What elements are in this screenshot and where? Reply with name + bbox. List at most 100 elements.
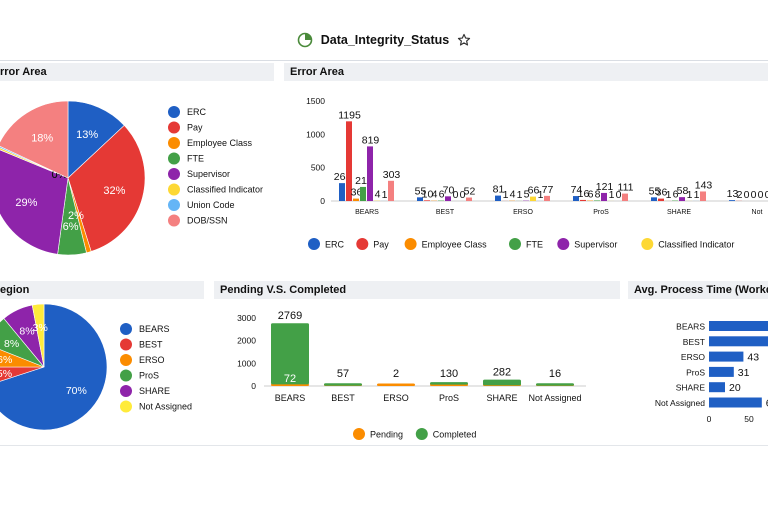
pie-label-not-assigned: 3% (33, 322, 48, 334)
pie-label-dob-ssn: 18% (31, 132, 53, 144)
bar-value-share-erc: 55 (649, 185, 661, 197)
legend-label-erso: ERSO (139, 355, 165, 365)
bar-erso-dob-ssn (544, 195, 550, 201)
bar-share-dob-ssn (700, 191, 706, 201)
bar-value-erso-classified-indicator: 66 (528, 185, 540, 197)
bar-share (709, 382, 725, 393)
legend-marker-pay (168, 121, 180, 134)
bar-share-pay (658, 198, 664, 201)
y-tick-1500: 1500 (306, 96, 325, 106)
pie-slice-pay (67, 125, 146, 252)
legend-marker-pros (120, 369, 132, 382)
bar-value-not-erc: 13 (727, 188, 739, 200)
x-tick-bears: BEARS (275, 393, 306, 403)
bar-value-not-pay: 2 (737, 189, 743, 201)
y-tick-pros: ProS (686, 367, 705, 377)
panel-title-avg-process: Avg. Process Time (Workd (628, 281, 768, 299)
legend-label-employee-class: Employee Class (187, 138, 253, 148)
dashboard-title: Data_Integrity_Status (320, 33, 450, 47)
panel-title-error-area-pie: rror Area (0, 63, 274, 81)
legend-marker-fte (168, 152, 180, 165)
bar-value-not-employee-class: 0 (744, 189, 750, 201)
pie-label-erso: 6% (0, 354, 12, 366)
bar-value-erso-pay: 1 (503, 189, 509, 201)
pie-slice-erc (67, 100, 125, 179)
bar-not-erc (729, 200, 735, 201)
x-tick-share: SHARE (486, 393, 517, 403)
bar-value-best-union-code: 0 (460, 189, 466, 201)
bar-bears-pay (346, 121, 352, 201)
bar-value-erso-employee-class: 4 (510, 189, 516, 201)
bar-value-bears-pay: 1195 (338, 109, 361, 121)
legend-marker-best (120, 338, 132, 351)
bar-value-pros-employee-class: 6 (588, 189, 594, 201)
pie-slice-bears (0, 303, 108, 431)
bar-value-erso-erc: 81 (493, 184, 505, 196)
bar-value-erso-fte: 1 (517, 189, 523, 201)
legend-label-not-assigned: Not Assigned (139, 402, 192, 412)
bar-value-best-erc: 55 (415, 185, 427, 197)
legend-label-classified-indicator: Classified Indicator (187, 185, 263, 195)
legend-marker-union-code (168, 199, 180, 211)
legend-marker-fte (509, 238, 521, 250)
legend-marker-erc (168, 106, 180, 118)
legend-marker-share (120, 385, 132, 397)
legend-marker-pending (353, 428, 365, 440)
pie-label-extra: 2% (68, 210, 84, 222)
bar-pros-supervisor (601, 192, 607, 201)
x-tick-not-assigned: Not Assigned (528, 393, 581, 403)
bar-total-not-assigned: 16 (549, 368, 561, 380)
bar-value-bears-employee-class: 36 (351, 187, 363, 199)
bar-value-erso-supervisor: 5 (524, 189, 530, 201)
bar-value-share-union-code: 1 (694, 189, 700, 201)
bar-pros-dob-ssn (622, 193, 628, 201)
legend-marker-pay (356, 238, 369, 250)
pie-slice-best (0, 366, 45, 382)
bar-value-share: 20 (729, 382, 741, 394)
bar-total-pros: 130 (440, 368, 458, 380)
legend-marker-supervisor (168, 168, 180, 180)
legend-label-share: SHARE (139, 386, 170, 396)
legend-label-erc: ERC (325, 240, 345, 250)
legend-marker-erc (308, 238, 320, 250)
bar-value-pros-fte: 8 (595, 188, 601, 200)
bar-best-pay (424, 200, 430, 201)
bar-best-dob-ssn (466, 197, 472, 201)
bar-bears-dob-ssn (388, 180, 394, 201)
bar-value-best-supervisor: 70 (443, 184, 455, 196)
bar-pros-erc (573, 196, 579, 201)
bar-value-pros-erc: 74 (571, 184, 583, 196)
dashboard-header: Data_Integrity_Status (0, 0, 768, 60)
x-tick-best: BEST (436, 209, 455, 216)
header-divider (0, 60, 768, 61)
pie-label-erc: 13% (76, 129, 98, 141)
bar-value-pros-classified-indicator: 1 (609, 189, 615, 201)
legend-label-fte: FTE (526, 240, 543, 250)
x-tick-0: 0 (707, 414, 712, 424)
bar-value-bears-supervisor: 819 (362, 134, 380, 146)
pie-slice-dob-ssn (0, 100, 69, 179)
legend-label-bears: BEARS (139, 324, 170, 334)
legend-label-dob-ssn: DOB/SSN (187, 216, 228, 226)
legend-marker-employee-class (168, 137, 180, 149)
x-tick-50: 50 (744, 414, 754, 424)
bar-value-erso-dob-ssn: 77 (542, 184, 554, 196)
y-tick-1000: 1000 (306, 129, 325, 139)
star-outline-icon[interactable] (457, 33, 471, 47)
bar-value-pros-supervisor: 121 (596, 181, 614, 193)
avg-process-time-chart: BEARS BEST ERSO 43 ProS 31 SHARE 20 Not Assigned… (655, 321, 768, 424)
pie-label-best: 5% (0, 368, 12, 380)
bottom-divider (0, 445, 768, 446)
bar-share-completed (483, 379, 521, 386)
bar-total-best: 57 (337, 368, 349, 380)
bar-best-supervisor (445, 196, 451, 201)
bar-erso-pending (377, 383, 415, 386)
legend-marker-classified-indicator (641, 238, 654, 250)
bar-value-pros-pay: 16 (578, 188, 590, 200)
bar-value-share-supervisor: 58 (677, 185, 689, 197)
panel-title-error-area-bar: Error Area (284, 63, 768, 81)
bar-value-bears-dob-ssn: 303 (383, 169, 401, 181)
pie-label-supervisor: 29% (15, 197, 37, 209)
bar-value-pros: 31 (738, 367, 750, 379)
legend-label-supervisor: Supervisor (187, 169, 230, 179)
